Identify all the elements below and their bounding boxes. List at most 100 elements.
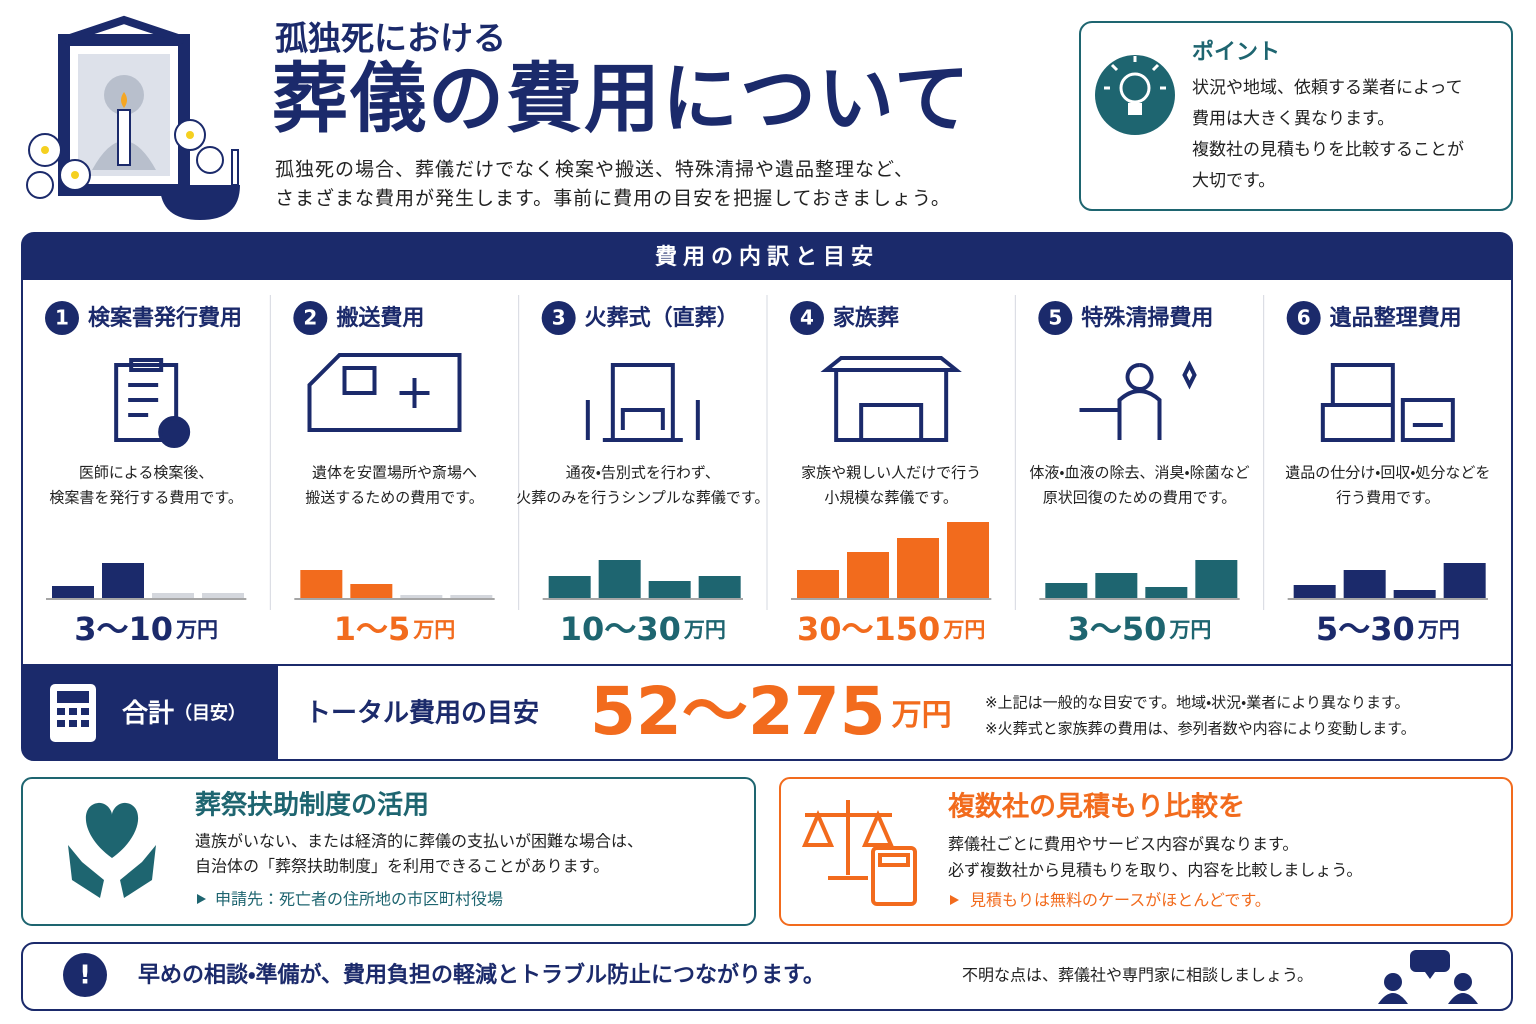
decorative-bar bbox=[450, 595, 493, 598]
item-range: 10〜30 万円 bbox=[560, 610, 726, 648]
support-title: 葬祭扶助制度の活用 bbox=[195, 791, 429, 821]
icon-shape bbox=[1320, 363, 1455, 442]
icon-check bbox=[158, 416, 191, 448]
compare-box bbox=[779, 777, 1513, 926]
decorative-bar bbox=[1145, 587, 1188, 598]
decorative-bar bbox=[598, 560, 641, 598]
item-title: 遺品整理費用 bbox=[1330, 305, 1462, 331]
point-line: 大切です。 bbox=[1192, 171, 1275, 191]
point-title: ポイント bbox=[1192, 39, 1280, 65]
decorative-bar bbox=[52, 586, 94, 598]
item-number: 5 bbox=[1048, 306, 1062, 330]
item-description: 通夜・告別式を行わず、 bbox=[566, 464, 720, 482]
item-icon bbox=[1320, 363, 1455, 442]
item-range-value: 3〜50 bbox=[1068, 610, 1167, 648]
item-description: 行う費用です。 bbox=[1336, 489, 1440, 507]
item-unit: 万円 bbox=[1168, 618, 1211, 642]
item-unit: 万円 bbox=[412, 618, 455, 642]
decorative-bar bbox=[1095, 573, 1138, 598]
item-range-value: 3〜10 bbox=[74, 610, 173, 648]
item-range-value: 5〜30 bbox=[1316, 610, 1415, 648]
item-description: 小規模な葬儀です。 bbox=[824, 489, 958, 507]
item-title: 家族葬 bbox=[833, 305, 899, 331]
hands-heart-icon bbox=[68, 802, 156, 898]
compare-line: 必ず複数社から見積もりを取り、内容を比較しましょう。 bbox=[948, 861, 1362, 880]
icon-shape bbox=[1079, 360, 1197, 440]
item-description: 遺体を安置場所や斎場へ bbox=[312, 464, 477, 482]
item-title: 火葬式（直葬） bbox=[585, 305, 739, 331]
item-number-badge bbox=[541, 301, 576, 335]
decorative-bar bbox=[102, 563, 144, 598]
item-number-badge bbox=[1286, 301, 1321, 335]
item-description: 原状回復のための費用です。 bbox=[1043, 489, 1237, 507]
item-title: 特殊清掃費用 bbox=[1081, 305, 1213, 331]
arrow bbox=[950, 895, 959, 905]
decorative-bar bbox=[300, 570, 343, 598]
icon-shape bbox=[820, 356, 962, 442]
cost-item: 3 火葬式（直葬） 通夜・告別式を行わず、火葬のみを行うシンプルな葬儀です。 10〜3… bbox=[516, 301, 769, 648]
item-unit: 万円 bbox=[1417, 618, 1460, 642]
item-icon bbox=[1079, 360, 1197, 440]
decorative-bar bbox=[797, 570, 839, 598]
support-box bbox=[21, 777, 756, 926]
decorative-bar bbox=[1045, 583, 1088, 598]
decorative-bar bbox=[152, 593, 194, 598]
item-number: 1 bbox=[55, 306, 69, 330]
item-unit: 万円 bbox=[942, 618, 985, 642]
compare-title: 複数社の見積もり比較を bbox=[948, 792, 1245, 823]
decorative-bar bbox=[548, 576, 591, 598]
icon-shape bbox=[585, 363, 700, 442]
altar-illustration bbox=[26, 15, 240, 220]
total-note: ※上記は一般的な目安です。地域・状況・業者により異なります。 bbox=[985, 694, 1409, 712]
total-label: 合計（目安） bbox=[122, 699, 246, 729]
point-line: 状況や地域、依頼する業者によって bbox=[1192, 78, 1463, 98]
item-title: 検案書発行費用 bbox=[88, 305, 242, 331]
total-note: ※火葬式と家族葬の費用は、参列者数や内容により変動します。 bbox=[985, 720, 1416, 738]
item-range-value: 10〜30 bbox=[560, 610, 681, 648]
item-unit: 万円 bbox=[683, 618, 726, 642]
total-label-note: （目安） bbox=[174, 702, 246, 724]
item-number: 3 bbox=[552, 306, 566, 330]
title: 葬儀の費用について bbox=[272, 54, 972, 143]
total-range: 52〜275 万円 bbox=[590, 673, 952, 750]
scale-icon bbox=[801, 800, 917, 906]
compare-line: 葬儀社ごとに費用やサービス内容が異なります。 bbox=[948, 835, 1298, 854]
decorative-bar bbox=[202, 593, 244, 598]
support-note: 申請先：死亡者の住所地の市区町村役場 bbox=[215, 890, 503, 909]
item-description: 医師による検案後、 bbox=[79, 464, 214, 482]
consult-icon bbox=[1378, 950, 1478, 1004]
item-icon bbox=[114, 358, 191, 448]
decorative-bar bbox=[648, 581, 691, 598]
item-icon bbox=[820, 356, 962, 442]
decorative-bar bbox=[947, 522, 989, 598]
item-number-badge bbox=[45, 301, 79, 335]
decorative-bar bbox=[1343, 570, 1386, 598]
point-line: 複数社の見積もりを比較することが bbox=[1192, 140, 1464, 160]
decorative-bar bbox=[698, 576, 741, 598]
point-box bbox=[1079, 21, 1513, 211]
item-description: 搬送するための費用です。 bbox=[305, 489, 484, 507]
total-caption: トータル費用の目安 bbox=[305, 698, 539, 729]
description: 孤独死の場合、葬儀だけでなく検案や搬送、特殊清掃や遺品整理など、 bbox=[275, 159, 914, 181]
icon-shape bbox=[307, 353, 462, 432]
decorative-bar bbox=[1195, 560, 1238, 598]
breakdown-title: 費用の内訳と目安 bbox=[655, 244, 879, 270]
footer-message: 早めの相談・準備が、費用負担の軽減とトラブル防止につながります。 bbox=[138, 962, 825, 988]
item-unit: 万円 bbox=[175, 618, 218, 642]
total-range-value: 52〜275 bbox=[590, 673, 886, 750]
breakdown-header bbox=[22, 233, 1512, 280]
arrow bbox=[197, 894, 206, 904]
item-range: 3〜10 万円 bbox=[74, 610, 218, 648]
item-description: 火葬のみを行うシンプルな葬儀です。 bbox=[516, 489, 769, 507]
item-icon bbox=[307, 353, 462, 432]
item-range: 30〜150 万円 bbox=[797, 610, 985, 648]
total-unit: 万円 bbox=[892, 698, 952, 733]
decorative-bar bbox=[1393, 590, 1436, 598]
item-range-value: 30〜150 bbox=[797, 610, 940, 648]
item-range: 3〜50 万円 bbox=[1068, 610, 1212, 648]
